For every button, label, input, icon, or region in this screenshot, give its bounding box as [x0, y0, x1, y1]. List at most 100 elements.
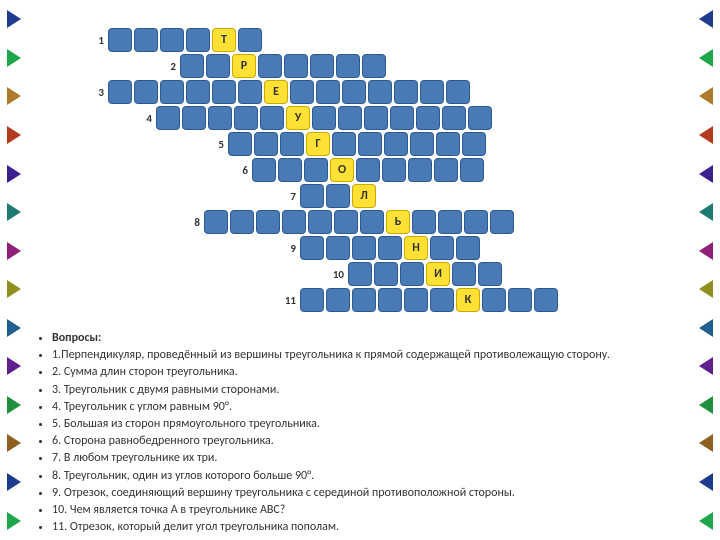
row-number: 10: [320, 268, 344, 281]
empty-cell: [394, 80, 418, 104]
empty-cell: [420, 80, 444, 104]
empty-cell: [332, 132, 356, 156]
decor-arrows-left: [0, 0, 28, 540]
empty-cell: [316, 80, 340, 104]
empty-cell: [430, 288, 454, 312]
decor-arrow-icon: [699, 396, 713, 414]
decor-arrow-icon: [7, 396, 21, 414]
empty-cell: [278, 158, 302, 182]
empty-cell: [436, 132, 460, 156]
key-cell: О: [330, 158, 354, 182]
empty-cell: [252, 158, 276, 182]
crossword-row: 11К: [80, 288, 560, 312]
empty-cell: [108, 28, 132, 52]
empty-cell: [460, 158, 484, 182]
empty-cell: [308, 210, 332, 234]
empty-cell: [282, 210, 306, 234]
empty-cell: [378, 236, 402, 260]
decor-arrow-icon: [699, 280, 713, 298]
empty-cell: [342, 80, 366, 104]
empty-cell: [358, 132, 382, 156]
empty-cell: [260, 106, 284, 130]
empty-cell: [462, 132, 486, 156]
empty-cell: [468, 106, 492, 130]
crossword-row: 5Г: [80, 132, 560, 156]
crossword-row: 4У: [80, 106, 560, 130]
row-number: 7: [272, 190, 296, 203]
empty-cell: [208, 106, 232, 130]
empty-cell: [206, 54, 230, 78]
crossword-row: 7Л: [80, 184, 560, 208]
crossword-row: 8Ь: [80, 210, 560, 234]
decor-arrow-icon: [699, 473, 713, 491]
decor-arrow-icon: [7, 10, 21, 28]
key-cell: Л: [352, 184, 376, 208]
empty-cell: [334, 210, 358, 234]
key-cell: Т: [212, 28, 236, 52]
decor-arrow-icon: [7, 319, 21, 337]
empty-cell: [300, 184, 324, 208]
crossword-row: 10 И: [80, 262, 560, 286]
empty-cell: [280, 132, 304, 156]
decor-arrow-icon: [699, 165, 713, 183]
empty-cell: [326, 184, 350, 208]
question-item: 8. Треугольник, один из углов которого б…: [52, 468, 680, 484]
row-number: 2: [152, 60, 176, 73]
crossword-grid: 1Т2Р3Е4У5Г6О7Л8Ь9Н10И11К: [80, 28, 560, 314]
decor-arrow-icon: [699, 512, 713, 530]
decor-arrow-icon: [699, 357, 713, 375]
decor-arrow-icon: [7, 357, 21, 375]
empty-cell: [378, 288, 402, 312]
key-cell: Н: [404, 236, 428, 260]
empty-cell: [382, 158, 406, 182]
decor-arrow-icon: [699, 203, 713, 221]
decor-arrow-icon: [699, 87, 713, 105]
empty-cell: [364, 106, 388, 130]
key-cell: И: [426, 262, 450, 286]
decor-arrow-icon: [699, 49, 713, 67]
crossword-row: 3Е: [80, 80, 560, 104]
empty-cell: [212, 80, 236, 104]
empty-cell: [408, 158, 432, 182]
empty-cell: [404, 288, 428, 312]
empty-cell: [400, 262, 424, 286]
question-item: 9. Отрезок, соединяющий вершину треуголь…: [52, 485, 680, 501]
empty-cell: [228, 132, 252, 156]
empty-cell: [300, 288, 324, 312]
empty-cell: [258, 54, 282, 78]
question-item: 4. Треугольник с углом равным 90°.: [52, 399, 680, 415]
key-cell: Р: [232, 54, 256, 78]
empty-cell: [356, 158, 380, 182]
row-number: 11: [272, 294, 296, 307]
empty-cell: [290, 80, 314, 104]
empty-cell: [304, 158, 328, 182]
decor-arrow-icon: [699, 319, 713, 337]
empty-cell: [238, 28, 262, 52]
empty-cell: [182, 106, 206, 130]
decor-arrow-icon: [699, 10, 713, 28]
question-item: 6. Сторона равнобедренного треугольника.: [52, 433, 680, 449]
empty-cell: [412, 210, 436, 234]
empty-cell: [326, 288, 350, 312]
row-number: 1: [80, 34, 104, 47]
key-cell: Е: [264, 80, 288, 104]
empty-cell: [238, 80, 262, 104]
question-item: 10. Чем является точка А в треугольнике …: [52, 502, 680, 518]
question-item: 7. В любом треугольнике их три.: [52, 450, 680, 466]
empty-cell: [456, 236, 480, 260]
decor-arrow-icon: [7, 434, 21, 452]
decor-arrow-icon: [7, 126, 21, 144]
empty-cell: [438, 210, 462, 234]
empty-cell: [186, 80, 210, 104]
empty-cell: [360, 210, 384, 234]
decor-arrow-icon: [7, 473, 21, 491]
empty-cell: [256, 210, 280, 234]
empty-cell: [390, 106, 414, 130]
empty-cell: [336, 54, 360, 78]
crossword-row: 2Р: [80, 54, 560, 78]
crossword-row: 1Т: [80, 28, 560, 52]
empty-cell: [160, 28, 184, 52]
question-item: 3. Треугольник с двумя равными сторонами…: [52, 382, 680, 398]
empty-cell: [452, 262, 476, 286]
crossword-row: 9Н: [80, 236, 560, 260]
